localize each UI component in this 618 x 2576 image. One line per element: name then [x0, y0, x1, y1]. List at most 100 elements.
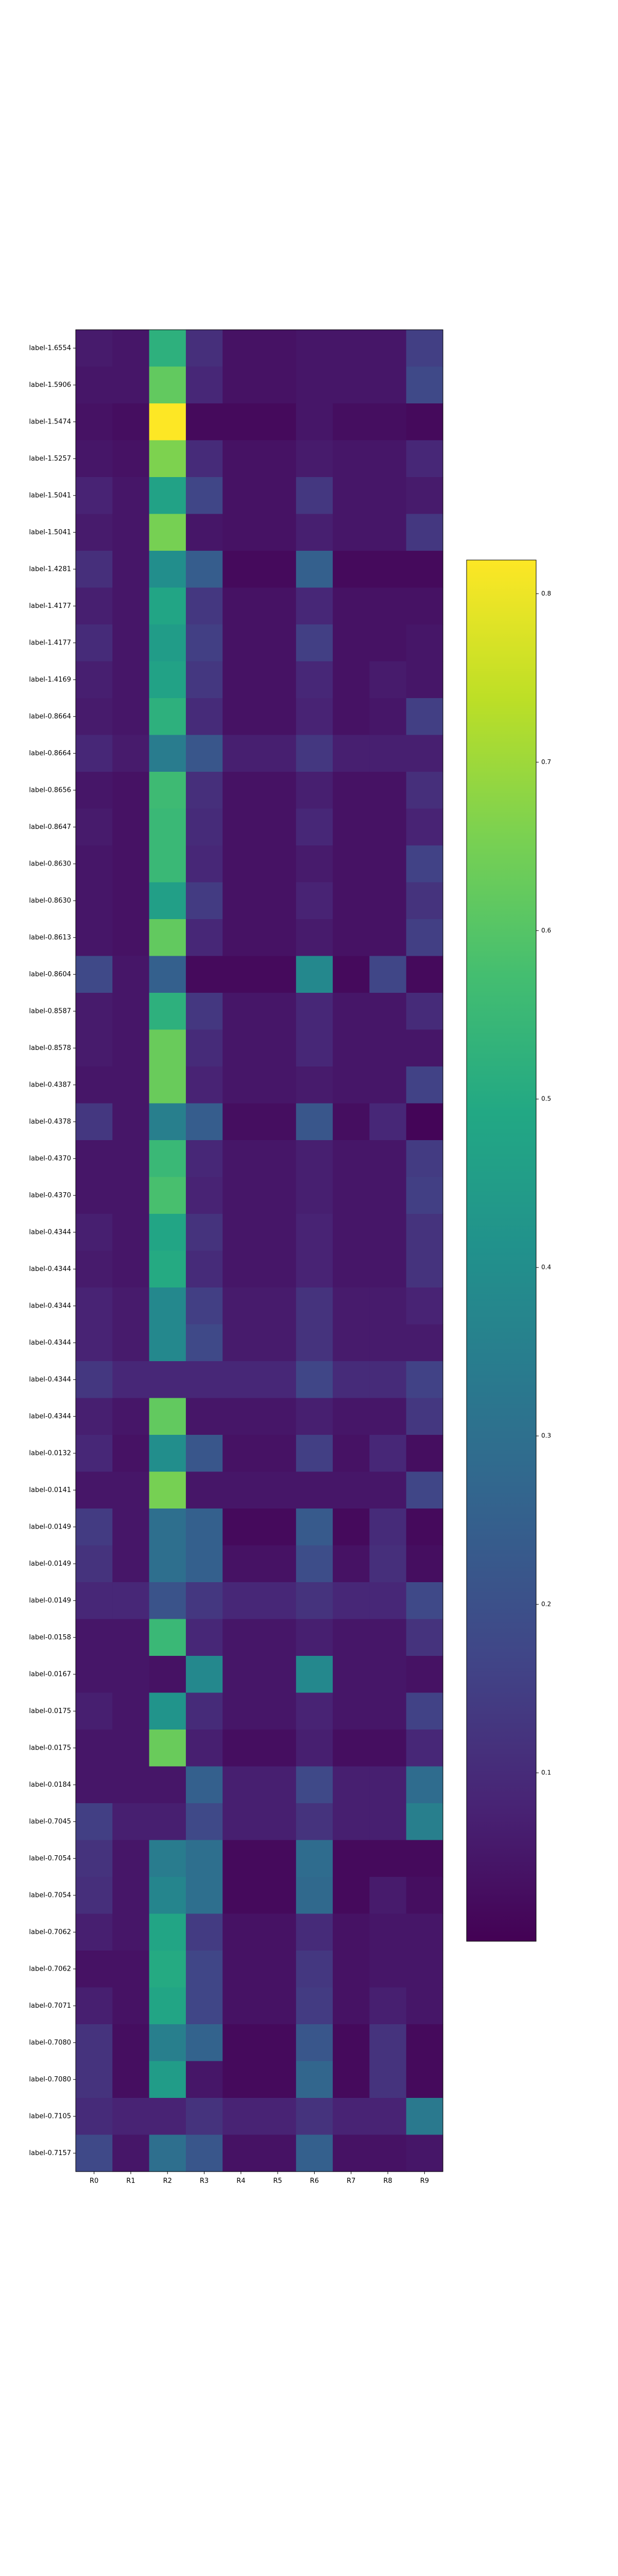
heatmap-cell [222, 1766, 260, 1804]
heatmap-cell [222, 403, 260, 441]
heatmap-cell [112, 624, 150, 662]
heatmap-cell [112, 1250, 150, 1288]
heatmap-cell [333, 1951, 370, 1988]
heatmap-cell [222, 1803, 260, 1841]
heatmap-cell [76, 551, 113, 588]
heatmap-cell [296, 1287, 333, 1325]
heatmap-cell [112, 1840, 150, 1877]
heatmap-cell [185, 1324, 223, 1362]
heatmap-cell [222, 919, 260, 957]
heatmap-cell [259, 993, 297, 1030]
y-tick-label: label-0.4344 [29, 1413, 71, 1420]
heatmap-cell [333, 1177, 370, 1214]
heatmap-cell [369, 1214, 407, 1251]
heatmap-cell [369, 2061, 407, 2098]
heatmap-cell [76, 624, 113, 662]
heatmap-cell [333, 1987, 370, 2025]
heatmap-cell [149, 551, 186, 588]
heatmap-cell [259, 772, 297, 809]
heatmap-cell [406, 1177, 443, 1214]
x-tick-label: R9 [420, 2177, 429, 2185]
heatmap-cell [222, 587, 260, 625]
y-tick-label: label-0.7054 [29, 1891, 71, 1899]
y-tick-label: label-0.7054 [29, 1855, 71, 1862]
colorbar-tick-label: 0.8 [541, 590, 551, 597]
heatmap-cell [259, 1177, 297, 1214]
heatmap-cell [76, 1471, 113, 1509]
heatmap-cell [185, 1913, 223, 1951]
heatmap-cell [185, 1361, 223, 1399]
heatmap-cell [296, 1140, 333, 1178]
heatmap-cell [406, 2024, 443, 2062]
y-tick-label: label-0.4344 [29, 1376, 71, 1383]
heatmap-cell [406, 661, 443, 699]
heatmap-cell [112, 1140, 150, 1178]
heatmap-cell [149, 1214, 186, 1251]
heatmap-cell [112, 1656, 150, 1693]
heatmap-cell [259, 477, 297, 515]
heatmap-cell [112, 2024, 150, 2062]
heatmap-cell [406, 1287, 443, 1325]
heatmap-cell [333, 1730, 370, 1767]
heatmap-cell [185, 514, 223, 551]
heatmap-cell [149, 1545, 186, 1583]
heatmap-cell [149, 403, 186, 441]
y-tick-label: label-0.8604 [29, 971, 71, 978]
heatmap-cell [333, 2061, 370, 2098]
heatmap-cell [333, 1103, 370, 1141]
heatmap-cell [406, 366, 443, 404]
heatmap-cell [112, 1471, 150, 1509]
y-tick-label: label-1.4281 [29, 565, 71, 573]
heatmap-cell [149, 698, 186, 736]
heatmap-cell [259, 1250, 297, 1288]
heatmap-cell [296, 1545, 333, 1583]
heatmap-cell [259, 1361, 297, 1399]
heatmap-cell [149, 1951, 186, 1988]
heatmap-cell [259, 403, 297, 441]
heatmap-cell [222, 1398, 260, 1435]
heatmap-cell [369, 808, 407, 846]
y-tick-label: label-1.4177 [29, 602, 71, 610]
heatmap-cell [185, 772, 223, 809]
heatmap-cell [185, 366, 223, 404]
heatmap-cell [76, 330, 113, 367]
heatmap-cell [76, 735, 113, 772]
heatmap-cell [149, 1361, 186, 1399]
heatmap-cell [149, 1471, 186, 1509]
heatmap-cell [369, 2024, 407, 2062]
heatmap-cell [76, 1103, 113, 1141]
heatmap-cell [406, 1951, 443, 1988]
heatmap-cell [406, 1103, 443, 1141]
heatmap-cell [222, 440, 260, 478]
heatmap-cell [296, 1656, 333, 1693]
heatmap-cell [222, 366, 260, 404]
heatmap-cell [259, 1398, 297, 1435]
heatmap-cell [76, 587, 113, 625]
heatmap-cell [259, 1913, 297, 1951]
heatmap-cell [185, 1545, 223, 1583]
heatmap-cell [369, 1509, 407, 1546]
heatmap-cell [296, 1877, 333, 1914]
heatmap-cell [76, 1287, 113, 1325]
heatmap-cell [112, 919, 150, 957]
y-tick-label: label-0.4378 [29, 1118, 71, 1126]
y-tick-label: label-0.7080 [29, 2039, 71, 2046]
y-tick-label: label-1.5041 [29, 529, 71, 536]
y-tick-label: label-0.8656 [29, 786, 71, 794]
colorbar-tick-label: 0.4 [541, 1264, 551, 1271]
y-tick-label: label-1.4177 [29, 639, 71, 647]
heatmap-cell [369, 440, 407, 478]
heatmap-cell [149, 477, 186, 515]
heatmap-cell [222, 1471, 260, 1509]
heatmap-cell [222, 1435, 260, 1472]
heatmap-cell [76, 1877, 113, 1914]
heatmap-cell [406, 587, 443, 625]
heatmap-cell [369, 661, 407, 699]
heatmap-cell [222, 624, 260, 662]
heatmap-cell [259, 440, 297, 478]
heatmap-cell [76, 1951, 113, 1988]
heatmap-cell [296, 2098, 333, 2136]
heatmap-cell [406, 698, 443, 736]
y-tick-label: label-0.0149 [29, 1560, 71, 1568]
heatmap-cells [76, 330, 443, 2172]
